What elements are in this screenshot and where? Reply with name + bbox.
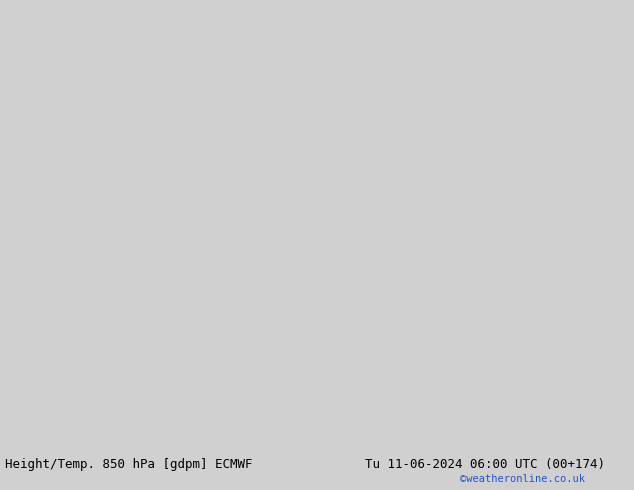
Text: Tu 11-06-2024 06:00 UTC (00+174): Tu 11-06-2024 06:00 UTC (00+174) <box>365 458 605 471</box>
Text: ©weatheronline.co.uk: ©weatheronline.co.uk <box>460 474 585 484</box>
Text: Height/Temp. 850 hPa [gdpm] ECMWF: Height/Temp. 850 hPa [gdpm] ECMWF <box>5 458 252 471</box>
